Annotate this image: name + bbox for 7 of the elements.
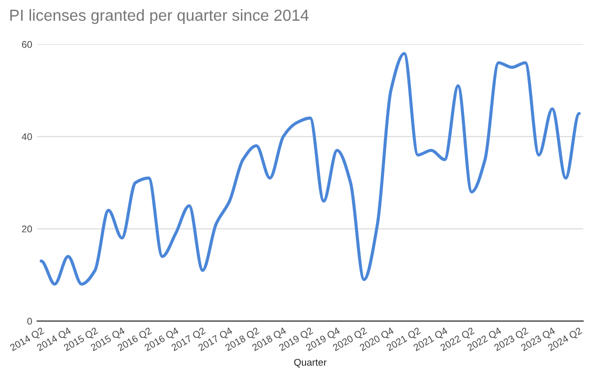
- line-series: [40, 52, 581, 286]
- y-tick-label: 40: [22, 133, 32, 140]
- y-tick-label: 0: [27, 318, 32, 325]
- y-tick-label: 20: [22, 226, 32, 232]
- chart-title: PI licenses granted per quarter since 2014: [10, 9, 309, 24]
- x-axis-title: Quarter: [294, 358, 327, 368]
- y-tick-label: 60: [22, 41, 32, 48]
